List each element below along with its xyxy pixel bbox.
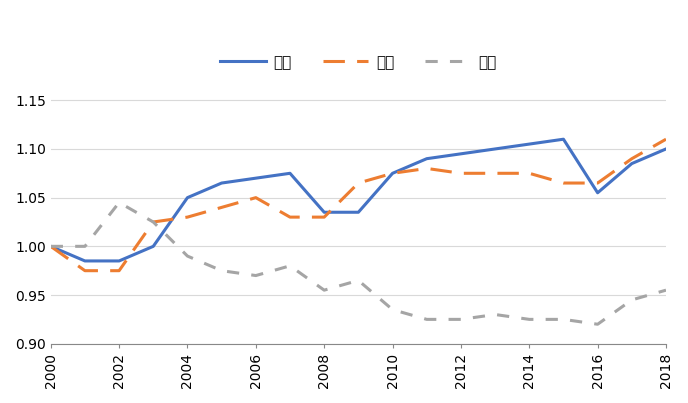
Legend: 日本, 中国, 韓国: 日本, 中国, 韓国: [214, 49, 503, 76]
